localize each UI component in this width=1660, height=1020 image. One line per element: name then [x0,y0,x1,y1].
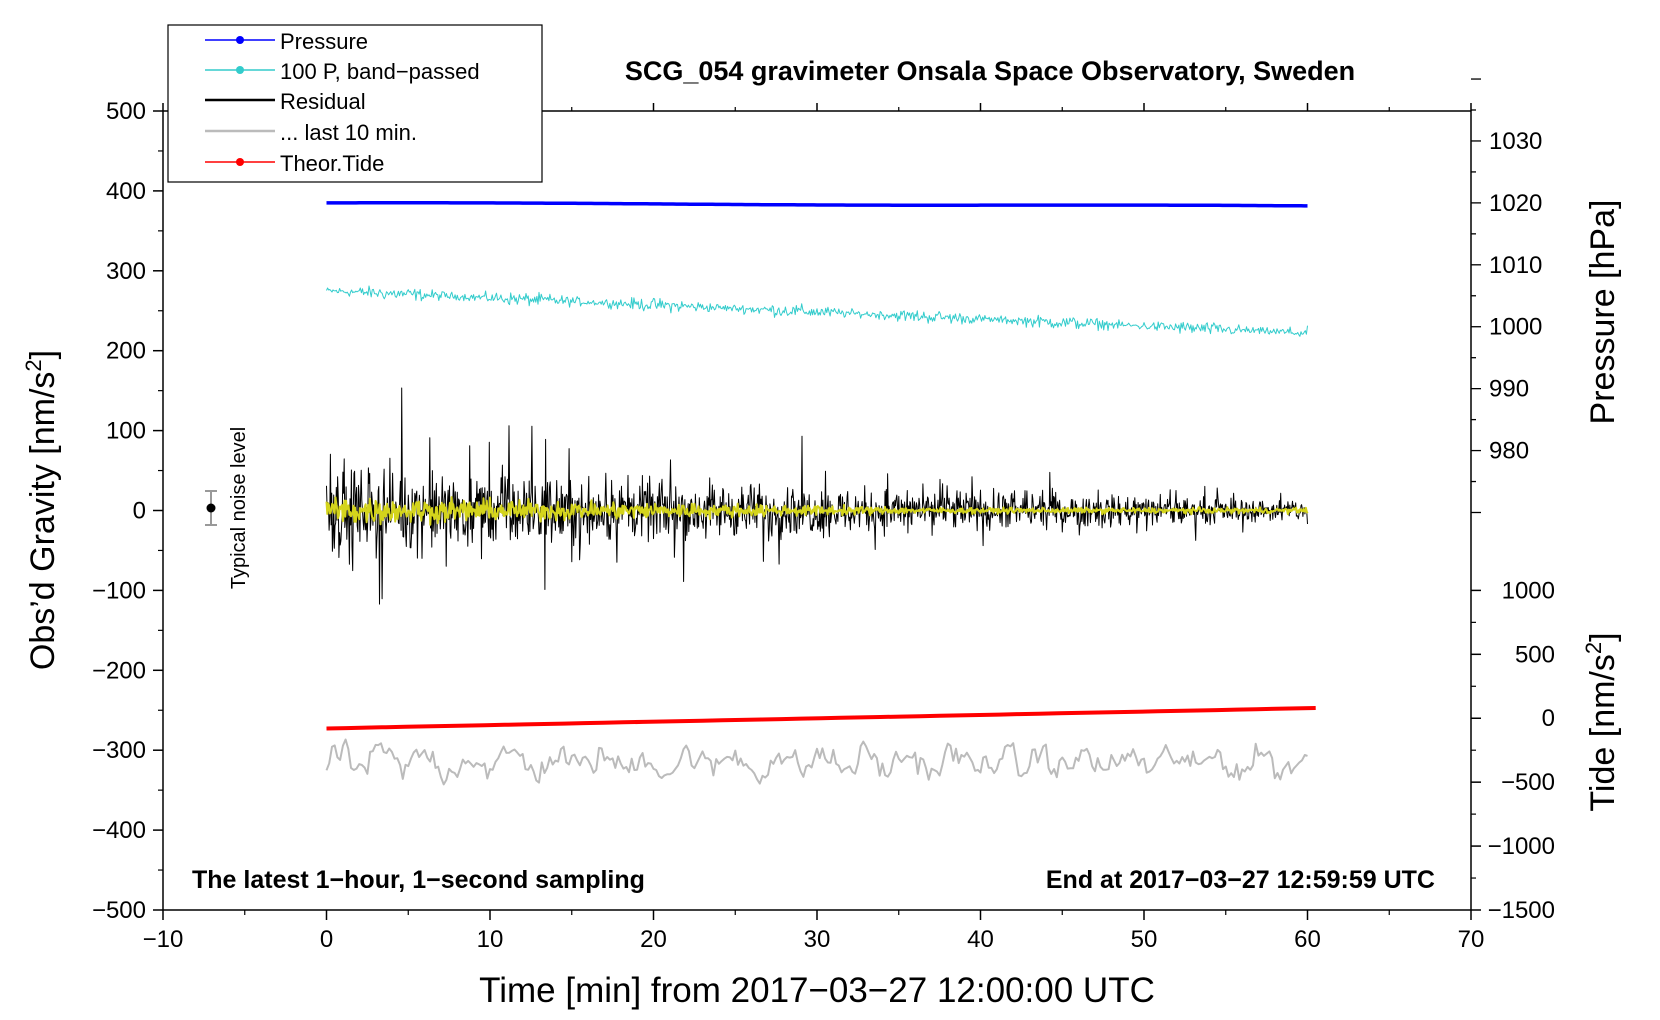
chart-title: SCG_054 gravimeter Onsala Space Observat… [625,56,1355,86]
pressure-tick-label: 990 [1489,376,1529,403]
y-tick-label: −200 [92,657,146,684]
end-time-note: End at 2017−03−27 12:59:59 UTC [1046,866,1435,894]
legend: Pressure 100 P, band−passed Residual ...… [167,24,543,183]
legend-entry-residual: Residual [205,89,366,114]
noise-level-label: Typical noise level [228,427,250,589]
x-axis-label: Time [min] from 2017−03−27 12:00:00 UTC [479,971,1155,1010]
x-tick-label: 40 [967,926,994,953]
svg-text:Residual: Residual [280,89,366,114]
series-residual-smoothed [325,496,1309,526]
y-axis-label: Obs’d Gravity [nm/s2] [21,350,62,670]
x-tick-label: 60 [1294,926,1321,953]
y-axis-gravity: −500 −400 −300 −200 −100 0 100 200 300 400 500 [92,98,163,924]
pressure-axis-label: Pressure [hPa] [1584,200,1622,425]
svg-text:Pressure: Pressure [280,29,368,54]
y-tick-label: 300 [106,258,146,285]
x-tick-label: 70 [1458,926,1485,953]
svg-text:... last 10 min.: ... last 10 min. [280,120,417,145]
x-tick-label: 50 [1131,926,1158,953]
legend-entry-theor-tide: Theor.Tide [205,151,384,176]
x-tick-label: −10 [143,926,184,953]
noise-level-marker [205,490,217,526]
y-tick-label: 200 [106,338,146,365]
y-tick-label: 100 [106,418,146,445]
svg-text:Theor.Tide: Theor.Tide [280,151,384,176]
y-tick-label: −400 [92,817,146,844]
pressure-tick-label: 1010 [1489,252,1542,279]
x-tick-label: 30 [804,926,831,953]
tide-tick-label: 1000 [1502,577,1555,604]
tide-tick-label: −1000 [1488,833,1555,860]
series-bandpassed-pressure [326,285,1308,337]
tide-tick-label: −500 [1501,769,1555,796]
pressure-tick-label: 980 [1489,438,1529,465]
tide-axis-label: Tide [nm/s2] [1581,632,1622,811]
pressure-tick-label: 1000 [1489,314,1542,341]
y-axis-tide: −1500 −1000 −500 0 500 1000 [1471,577,1555,924]
series-pressure [326,201,1308,208]
legend-entry-pressure: Pressure [205,29,368,54]
x-axis: −10 0 10 20 30 40 50 60 70 [143,103,1485,953]
tide-tick-label: 0 [1542,705,1555,732]
x-tick-label: 20 [640,926,667,953]
sampling-note: The latest 1−hour, 1−second sampling [192,866,645,894]
legend-entry-last-10-min: ... last 10 min. [205,120,417,145]
y-tick-label: 0 [133,498,146,525]
y-tick-label: −100 [92,577,146,604]
tide-tick-label: −1500 [1488,897,1555,924]
series-theor-tide [326,706,1316,731]
pressure-tick-label: 1030 [1489,128,1542,155]
legend-entry-bandpassed: 100 P, band−passed [205,59,480,84]
pressure-tick-label: 1020 [1489,190,1542,217]
tide-tick-label: 500 [1515,641,1555,668]
svg-text:100 P, band−passed: 100 P, band−passed [280,59,480,84]
y-tick-label: 500 [106,98,146,125]
y-tick-label: −300 [92,737,146,764]
series-last-10-min [325,738,1308,786]
x-tick-label: 10 [477,926,504,953]
y-axis-pressure: 980 990 1000 1010 1020 1030 [1471,78,1542,514]
y-tick-label: −500 [92,897,146,924]
y-tick-label: 400 [106,178,146,205]
x-tick-label: 0 [320,926,333,953]
